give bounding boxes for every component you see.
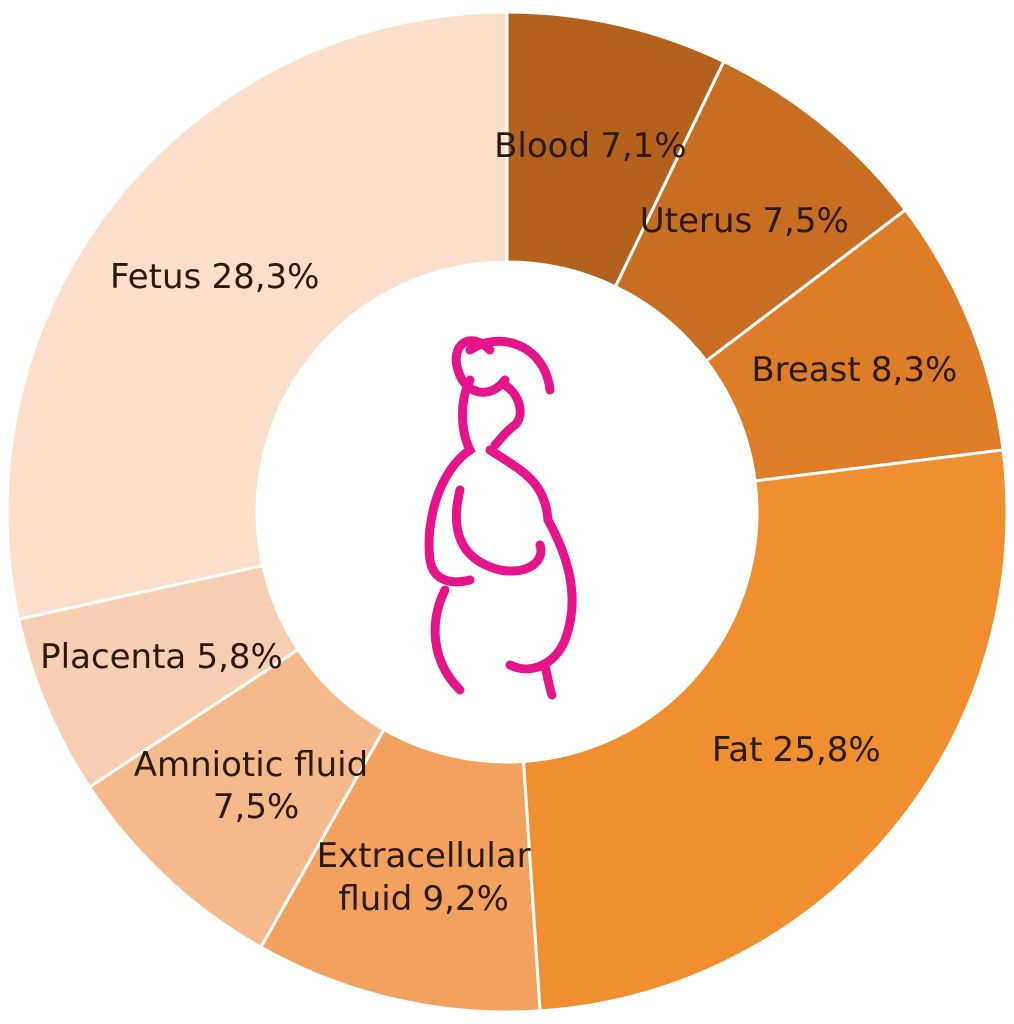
value-label: 8,3% xyxy=(870,350,958,391)
donut-segment xyxy=(521,448,1009,1013)
category-name: Breast xyxy=(751,350,861,391)
donut-segment xyxy=(258,727,542,1014)
category-name: Fetus xyxy=(110,256,202,297)
segment-label: Fat 25,8% xyxy=(671,729,921,772)
value-label: 28,3% xyxy=(211,256,320,297)
category-name: Fat xyxy=(711,730,763,771)
category-name: Extracellular fluid xyxy=(316,836,531,919)
category-name: Blood xyxy=(494,125,591,166)
segment-label: Extracellular fluid 9,2% xyxy=(299,835,549,920)
donut-segment xyxy=(704,207,1005,483)
donut-segment xyxy=(5,10,509,622)
category-name: Amniotic fluid xyxy=(133,744,369,785)
donut-segment xyxy=(87,647,386,950)
donut-segment xyxy=(16,563,301,790)
category-name: Uterus xyxy=(639,201,753,242)
segment-label: Breast 8,3% xyxy=(729,349,979,392)
segment-label: Fetus 28,3% xyxy=(90,256,340,299)
segment-label: Blood 7,1% xyxy=(465,125,715,168)
category-name: Placenta xyxy=(40,637,187,678)
value-label: 7,5% xyxy=(762,201,849,242)
value-label: 25,8% xyxy=(772,730,881,771)
segment-label: Uterus 7,5% xyxy=(619,200,869,243)
donut-segment xyxy=(505,10,726,289)
segment-label: Amniotic fluid7,5% xyxy=(126,744,376,829)
pregnant-woman-icon xyxy=(424,336,577,700)
value-label: 7,1% xyxy=(600,125,687,166)
segment-label: Placenta 5,8% xyxy=(37,636,287,679)
value-label: 5,8% xyxy=(196,637,283,678)
value-label: 9,2% xyxy=(422,878,509,919)
value-label: 7,5% xyxy=(212,787,300,827)
